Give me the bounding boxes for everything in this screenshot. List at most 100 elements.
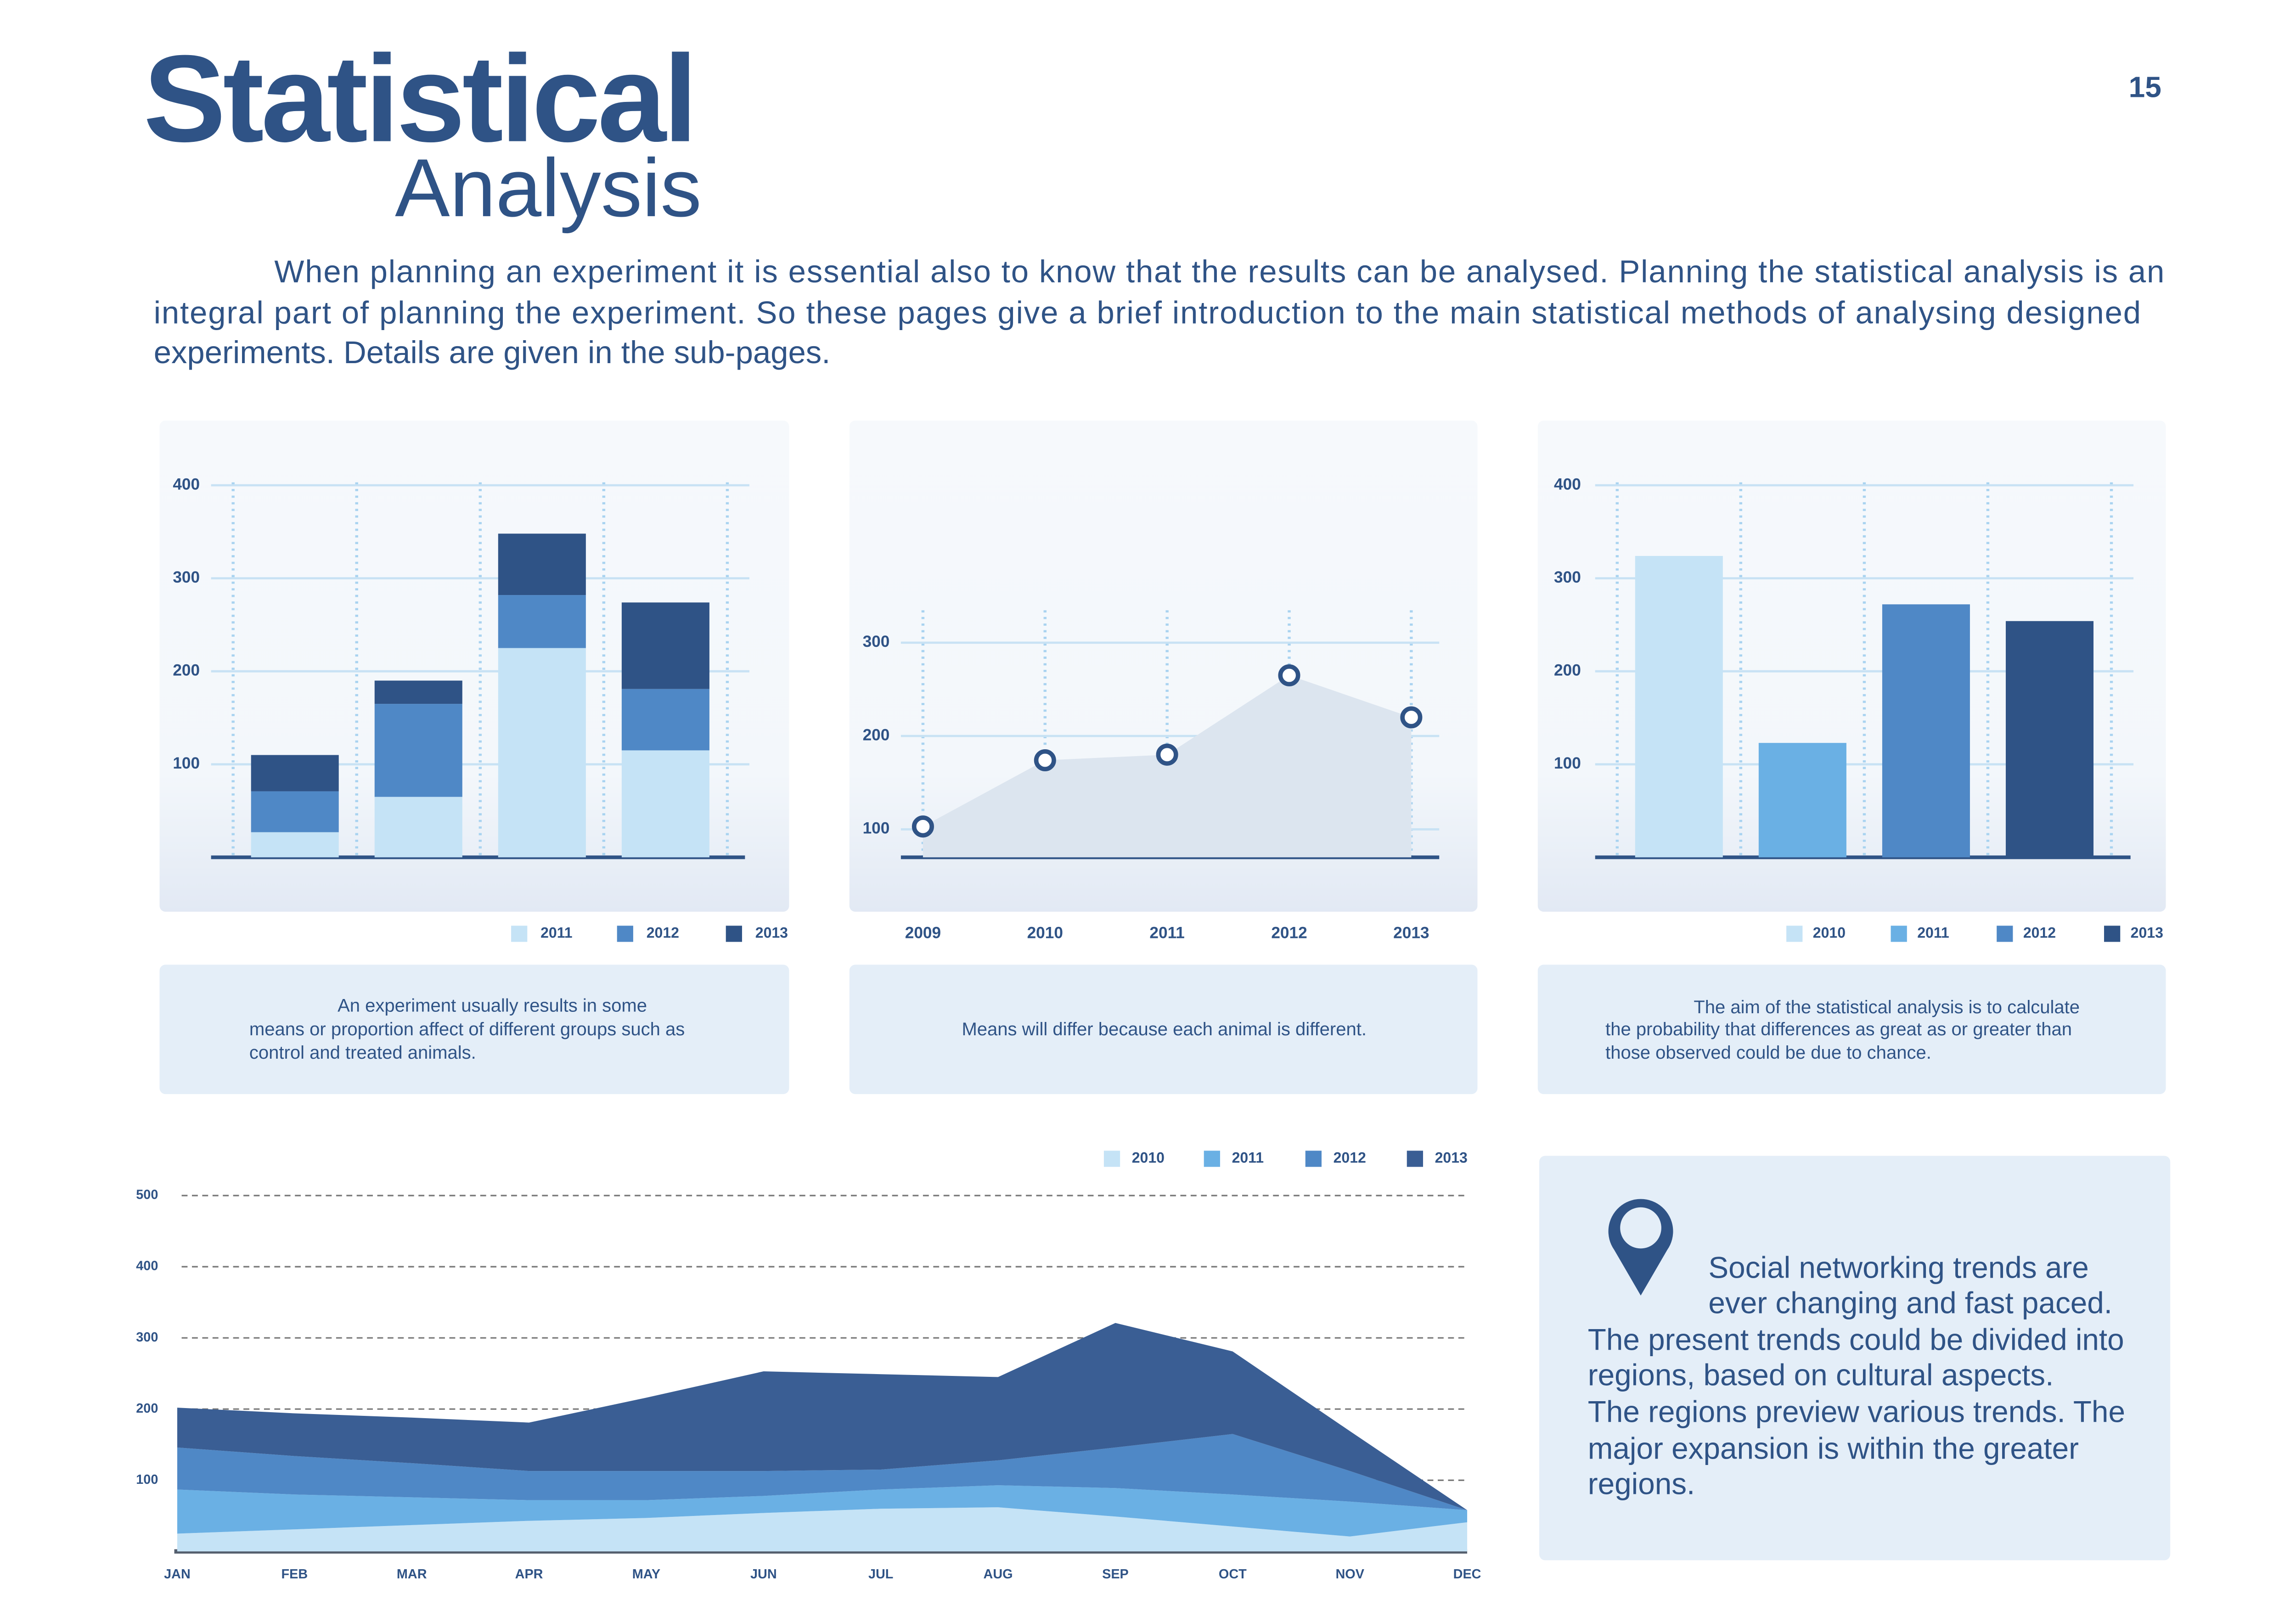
note-line: ever changing and fast paced. [1708, 1286, 2112, 1319]
bar [498, 648, 586, 858]
legend-label: 2010 [1813, 924, 1846, 941]
bar [251, 832, 339, 858]
legend-label: 2011 [1232, 1149, 1264, 1166]
legend-label: 2013 [755, 924, 788, 941]
bar [2005, 621, 2094, 858]
y-tick-label: 400 [1554, 475, 1581, 493]
legend-swatch [726, 926, 742, 942]
legend-swatch [1891, 926, 1907, 942]
pin-hole [1620, 1207, 1661, 1249]
bar [251, 755, 339, 791]
note-box [1539, 1156, 2171, 1560]
y-tick-label: 200 [173, 662, 200, 679]
page-number: 15 [2129, 70, 2161, 103]
note-line: The regions preview various trends. The [1588, 1395, 2125, 1428]
bar [498, 595, 586, 648]
x-tick-label: OCT [1219, 1567, 1247, 1582]
x-tick-label: MAR [397, 1567, 427, 1582]
x-tick-label: JAN [164, 1567, 191, 1582]
caption-box [1537, 965, 2166, 1094]
data-point [1156, 743, 1178, 766]
legend-label: 2010 [1132, 1149, 1165, 1166]
x-tick-label: JUL [868, 1567, 893, 1582]
legend-swatch [2104, 926, 2121, 942]
bar [1758, 743, 1846, 858]
x-tick-label: 2010 [1027, 924, 1063, 942]
caption-line: An experiment usually results in some [338, 996, 647, 1016]
y-tick-label: 500 [136, 1188, 158, 1202]
caption-line: the probability that differences as grea… [1605, 1019, 2072, 1039]
y-tick-label: 300 [1554, 568, 1581, 586]
x-tick-label: JUN [750, 1567, 777, 1582]
note-line: regions. [1588, 1467, 1695, 1500]
caption-line: Means will differ because each animal is… [962, 1019, 1367, 1039]
legend-swatch [1786, 926, 1803, 942]
legend-swatch [511, 926, 528, 942]
legend-label: 2013 [1435, 1149, 1468, 1166]
note-line: major expansion is within the greater [1588, 1431, 2079, 1465]
bar [621, 750, 709, 858]
intro-line: experiments. Details are given in the su… [154, 335, 831, 370]
bar [621, 602, 709, 689]
y-tick-label: 400 [136, 1259, 158, 1274]
y-tick-label: 300 [173, 568, 200, 586]
data-point [1034, 749, 1056, 772]
area-fill [923, 675, 1412, 858]
caption-line: those observed could be due to chance. [1605, 1043, 1931, 1063]
y-tick-label: 100 [863, 819, 890, 837]
x-tick-label: NOV [1335, 1567, 1364, 1582]
bar [251, 791, 339, 832]
y-tick-label: 200 [863, 726, 890, 744]
x-tick-label: 2011 [1149, 924, 1184, 942]
caption-line: control and treated animals. [249, 1043, 476, 1063]
caption-box [849, 965, 1478, 1094]
legend-label: 2011 [1917, 924, 1949, 941]
area-layer [177, 1434, 1468, 1510]
caption-line: means or proportion affect of different … [249, 1019, 685, 1039]
title: Statistical [143, 29, 695, 168]
caption-line: The aim of the statistical analysis is t… [1694, 997, 2080, 1017]
legend-swatch [1103, 1151, 1120, 1167]
note-line: Social networking trends are [1708, 1251, 2088, 1284]
note-line: The present trends could be divided into [1588, 1323, 2124, 1356]
legend-label: 2012 [647, 924, 679, 941]
bar [1882, 604, 1970, 858]
bar [374, 680, 462, 704]
caption-box [159, 965, 789, 1094]
x-tick-label: AUG [984, 1567, 1013, 1582]
legend-swatch [1305, 1151, 1322, 1167]
bar [374, 704, 462, 797]
y-tick-label: 100 [136, 1472, 158, 1487]
y-tick-label: 300 [863, 633, 890, 651]
x-tick-label: 2009 [905, 924, 941, 942]
y-tick-label: 100 [173, 754, 200, 772]
subtitle: Analysis [395, 142, 702, 234]
y-tick-label: 200 [136, 1401, 158, 1416]
bar [1635, 556, 1723, 858]
data-point [1400, 706, 1423, 729]
legend-swatch [1407, 1151, 1423, 1167]
note-line: regions, based on cultural aspects. [1588, 1358, 2054, 1392]
legend-label: 2012 [1334, 1149, 1366, 1166]
y-tick-label: 300 [136, 1330, 158, 1345]
x-tick-label: SEP [1102, 1567, 1129, 1582]
x-tick-label: APR [515, 1567, 543, 1582]
x-tick-label: MAY [632, 1567, 660, 1582]
legend-swatch [617, 926, 633, 942]
x-tick-label: FEB [281, 1567, 308, 1582]
x-tick-label: 2013 [1393, 924, 1429, 942]
y-tick-label: 100 [1554, 754, 1581, 772]
bar [621, 689, 709, 751]
data-point [1278, 664, 1300, 687]
x-tick-label: DEC [1453, 1567, 1481, 1582]
x-tick-label: 2012 [1271, 924, 1307, 942]
bar [374, 797, 462, 858]
area-layer [177, 1485, 1468, 1537]
intro-line: When planning an experiment it is essent… [274, 254, 2164, 289]
legend-label: 2012 [2023, 924, 2056, 941]
legend-swatch [1997, 926, 2013, 942]
area-layer [177, 1507, 1468, 1552]
y-tick-label: 200 [1554, 662, 1581, 679]
